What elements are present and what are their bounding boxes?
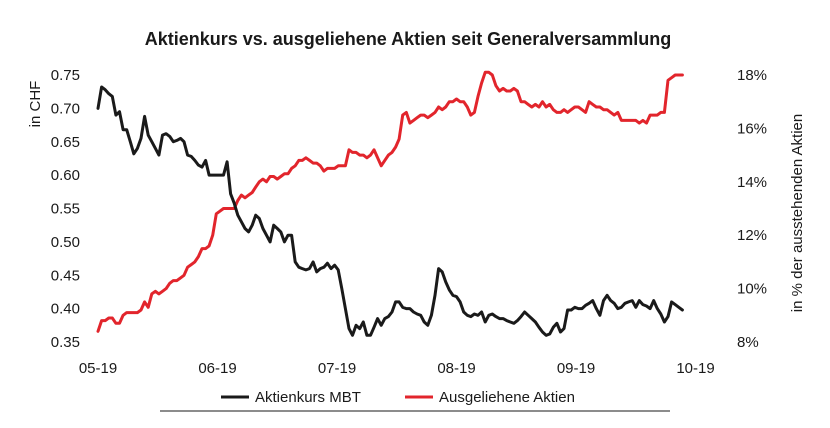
y-tick-right: 8% bbox=[737, 334, 759, 351]
y-tick-left: 0.45 bbox=[51, 267, 80, 284]
y-tick-left: 0.60 bbox=[51, 167, 80, 184]
y-ticks-left: 0.35 0.40 0.45 0.50 0.55 0.60 0.65 0.70 0.75 bbox=[51, 67, 80, 351]
y-tick-right: 18% bbox=[737, 67, 767, 84]
legend: Aktienkurs MBT Ausgeliehene Aktien bbox=[221, 389, 575, 406]
y-tick-right: 12% bbox=[737, 227, 767, 244]
y-tick-left: 0.40 bbox=[51, 301, 80, 318]
y-tick-left: 0.65 bbox=[51, 134, 80, 151]
y-ticks-right: 8% 10% 12% 14% 16% 18% bbox=[737, 67, 767, 351]
x-tick: 05-19 bbox=[79, 360, 117, 377]
series-lines bbox=[96, 70, 684, 337]
y-tick-left: 0.55 bbox=[51, 201, 80, 218]
y-tick-left: 0.35 bbox=[51, 334, 80, 351]
series-line-aktienkurs bbox=[96, 85, 684, 337]
x-tick: 06-19 bbox=[198, 360, 236, 377]
y-tick-left: 0.75 bbox=[51, 67, 80, 84]
y-axis-label-left: in CHF bbox=[27, 81, 44, 128]
x-tick: 08-19 bbox=[437, 360, 475, 377]
series-line-ausgeliehene bbox=[96, 70, 684, 333]
x-tick: 10-19 bbox=[676, 360, 714, 377]
y-tick-right: 16% bbox=[737, 120, 767, 137]
y-tick-right: 14% bbox=[737, 174, 767, 191]
legend-item-aktienkurs-label: Aktienkurs MBT bbox=[255, 389, 361, 406]
x-tick: 09-19 bbox=[557, 360, 595, 377]
x-ticks: 05-19 06-19 07-19 08-19 09-19 10-19 bbox=[79, 360, 715, 377]
y-tick-left: 0.70 bbox=[51, 100, 80, 117]
y-axis-label-right: in % der ausstehenden Aktien bbox=[789, 114, 806, 312]
y-tick-right: 10% bbox=[737, 281, 767, 298]
legend-item-ausgeliehene-label: Ausgeliehene Aktien bbox=[439, 389, 575, 406]
x-tick: 07-19 bbox=[318, 360, 356, 377]
y-tick-left: 0.50 bbox=[51, 234, 80, 251]
chart-title: Aktienkurs vs. ausgeliehene Aktien seit … bbox=[145, 29, 672, 49]
